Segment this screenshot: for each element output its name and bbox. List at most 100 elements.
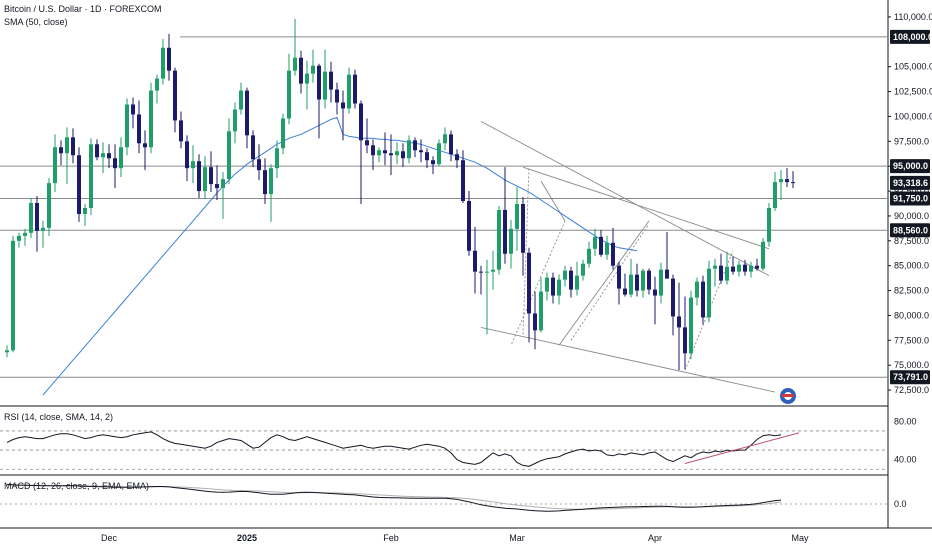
- candle-body: [35, 203, 39, 231]
- candle: [305, 60, 309, 110]
- candle-body: [245, 90, 249, 136]
- candle-body: [251, 135, 255, 160]
- macd-tick-label: 0.0: [894, 499, 907, 509]
- candle-body: [353, 74, 357, 104]
- candle: [101, 142, 105, 174]
- candle: [767, 203, 771, 247]
- candle: [215, 165, 219, 201]
- candle-body: [635, 274, 639, 291]
- rsi-trendline: [684, 432, 800, 464]
- candle-body: [215, 184, 219, 189]
- candle: [17, 232, 21, 248]
- candle: [293, 18, 297, 76]
- candle: [389, 134, 393, 176]
- candle: [587, 241, 591, 268]
- candle: [665, 231, 669, 279]
- candle-body: [605, 242, 609, 255]
- candle: [143, 130, 147, 171]
- candle-body: [311, 65, 315, 74]
- candle-body: [197, 161, 201, 192]
- candle-body: [503, 209, 507, 254]
- candle: [77, 147, 81, 222]
- price-tag: 88,560.0: [890, 223, 930, 238]
- candle-body: [467, 201, 471, 251]
- candle-body: [737, 264, 741, 272]
- candle-body: [263, 170, 267, 195]
- candle-body: [41, 227, 45, 231]
- candle: [413, 137, 417, 158]
- candle: [203, 156, 207, 200]
- candle: [317, 63, 321, 139]
- candle: [359, 100, 363, 204]
- candle: [245, 87, 249, 149]
- candle: [695, 277, 699, 306]
- sma-layer: [42, 116, 638, 396]
- candle: [761, 237, 765, 271]
- candle-body: [623, 288, 627, 295]
- price-tick-label: 90,000.0: [894, 211, 929, 221]
- candle-body: [269, 168, 273, 195]
- price-tick-label: 72,500.0: [894, 385, 929, 395]
- price-tick-label: 85,000.0: [894, 261, 929, 271]
- candle: [647, 268, 651, 295]
- candle-body: [317, 65, 321, 100]
- candle-body: [395, 151, 399, 156]
- candle: [377, 147, 381, 163]
- candle: [791, 171, 795, 189]
- candle-body: [749, 265, 753, 272]
- candle: [161, 38, 165, 85]
- candle: [557, 274, 561, 305]
- candle: [467, 191, 471, 256]
- candle-body: [539, 291, 543, 331]
- candle-body: [383, 150, 387, 154]
- price-tick-label: 77,500.0: [894, 335, 929, 345]
- candle-body: [65, 137, 69, 154]
- time-tick-label: 2025: [237, 533, 257, 543]
- trendline: [522, 166, 770, 250]
- candle: [629, 258, 633, 298]
- candle-body: [755, 265, 759, 269]
- time-axis: Dec 2025 Feb Mar Apr May: [101, 533, 809, 543]
- candle-body: [365, 140, 369, 146]
- candle-body: [713, 265, 717, 269]
- candle-body: [299, 57, 303, 84]
- candle-body: [239, 90, 243, 110]
- trendline: [480, 121, 770, 277]
- candle: [269, 164, 273, 222]
- candle-body: [569, 270, 573, 290]
- candle-body: [287, 70, 291, 119]
- price-tick-label: 80,000.0: [894, 310, 929, 320]
- candle: [23, 228, 27, 246]
- price-tick-label: 87,500.0: [894, 236, 929, 246]
- candle: [113, 144, 117, 189]
- candle-body: [389, 153, 393, 156]
- candle-body: [71, 137, 75, 156]
- candle-body: [665, 269, 669, 279]
- candle-body: [11, 240, 15, 351]
- candle: [533, 291, 537, 350]
- candle-body: [203, 167, 207, 192]
- candle: [47, 178, 51, 236]
- candle-body: [743, 264, 747, 272]
- candle: [65, 127, 69, 185]
- candle-body: [521, 203, 525, 253]
- candle-body: [137, 114, 141, 144]
- candle: [191, 145, 195, 184]
- candle-body: [347, 74, 351, 109]
- candle-body: [779, 179, 783, 183]
- candle-body: [707, 268, 711, 318]
- candle-body: [371, 145, 375, 156]
- price-tag: 91,750.0: [890, 191, 930, 206]
- price-tick-label: 102,500.0: [894, 87, 932, 97]
- candle: [281, 113, 285, 155]
- price-tag: 108,000.0: [890, 29, 932, 44]
- candle-body: [731, 266, 735, 272]
- candle-body: [557, 279, 561, 296]
- candle-body: [167, 47, 171, 71]
- candle-body: [461, 160, 465, 202]
- price-tag-label: 73,791.0: [893, 372, 928, 382]
- candle-body: [575, 275, 579, 290]
- candle-body: [563, 270, 567, 280]
- candle-body: [473, 250, 477, 272]
- candle-body: [359, 103, 363, 141]
